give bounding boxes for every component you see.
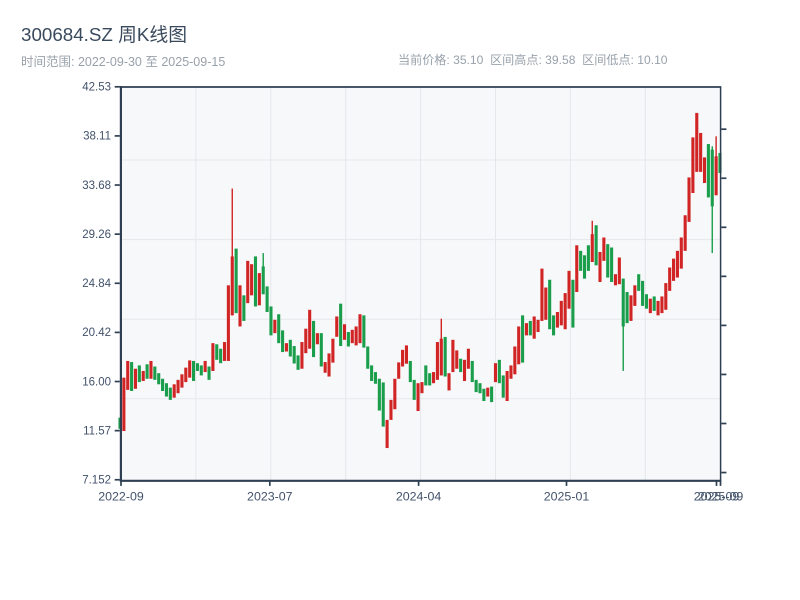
svg-text:24.84: 24.84 <box>82 278 111 290</box>
svg-text:33.68: 33.68 <box>82 180 111 192</box>
svg-text:2025-09: 2025-09 <box>698 490 744 504</box>
svg-text:11.57: 11.57 <box>83 425 111 437</box>
svg-text:29.26: 29.26 <box>82 229 111 241</box>
svg-text:2025-09: 2025-09 <box>694 490 740 504</box>
svg-text:2022-09: 2022-09 <box>98 490 144 504</box>
svg-text:2024-04: 2024-04 <box>396 490 442 504</box>
svg-text:42.53: 42.53 <box>82 82 111 94</box>
svg-text:2023-07: 2023-07 <box>247 490 293 504</box>
svg-text:20.42: 20.42 <box>82 327 111 339</box>
svg-text:16.00: 16.00 <box>82 376 111 388</box>
svg-text:38.11: 38.11 <box>83 131 111 143</box>
svg-text:2025-01: 2025-01 <box>544 490 590 504</box>
svg-text:7.152: 7.152 <box>82 475 111 487</box>
